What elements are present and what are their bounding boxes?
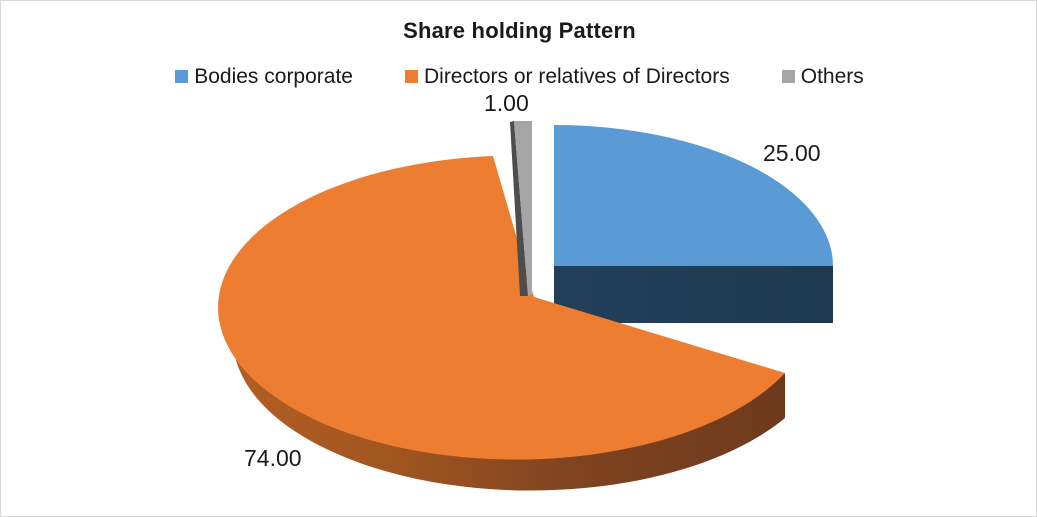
- legend-label-directors: Directors or relatives of Directors: [423, 65, 730, 88]
- legend-item-directors[interactable]: Directors or relatives of Directors: [404, 65, 730, 88]
- pie-slice-bodies-corporate-side: [554, 266, 833, 323]
- legend-label-others: Others: [800, 65, 864, 88]
- legend-item-others[interactable]: Others: [781, 65, 864, 88]
- pie-slice-others: [510, 121, 532, 296]
- legend-swatch-bodies-corporate: [175, 70, 189, 83]
- data-label-others: 1.00: [484, 90, 529, 116]
- legend-swatch-others: [781, 70, 795, 83]
- data-label-bodies-corporate: 25.00: [763, 140, 821, 166]
- chart-title: Share holding Pattern: [403, 18, 636, 43]
- legend-label-bodies-corporate: Bodies corporate: [194, 65, 353, 88]
- pie-slice-bodies-corporate-top: [554, 125, 833, 266]
- legend-swatch-directors: [404, 70, 418, 83]
- pie-slice-directors-top: [218, 156, 785, 460]
- chart-legend: Bodies corporate Directors or relatives …: [1, 65, 1036, 88]
- data-label-directors: 74.00: [244, 445, 302, 471]
- legend-item-bodies-corporate[interactable]: Bodies corporate: [175, 66, 353, 87]
